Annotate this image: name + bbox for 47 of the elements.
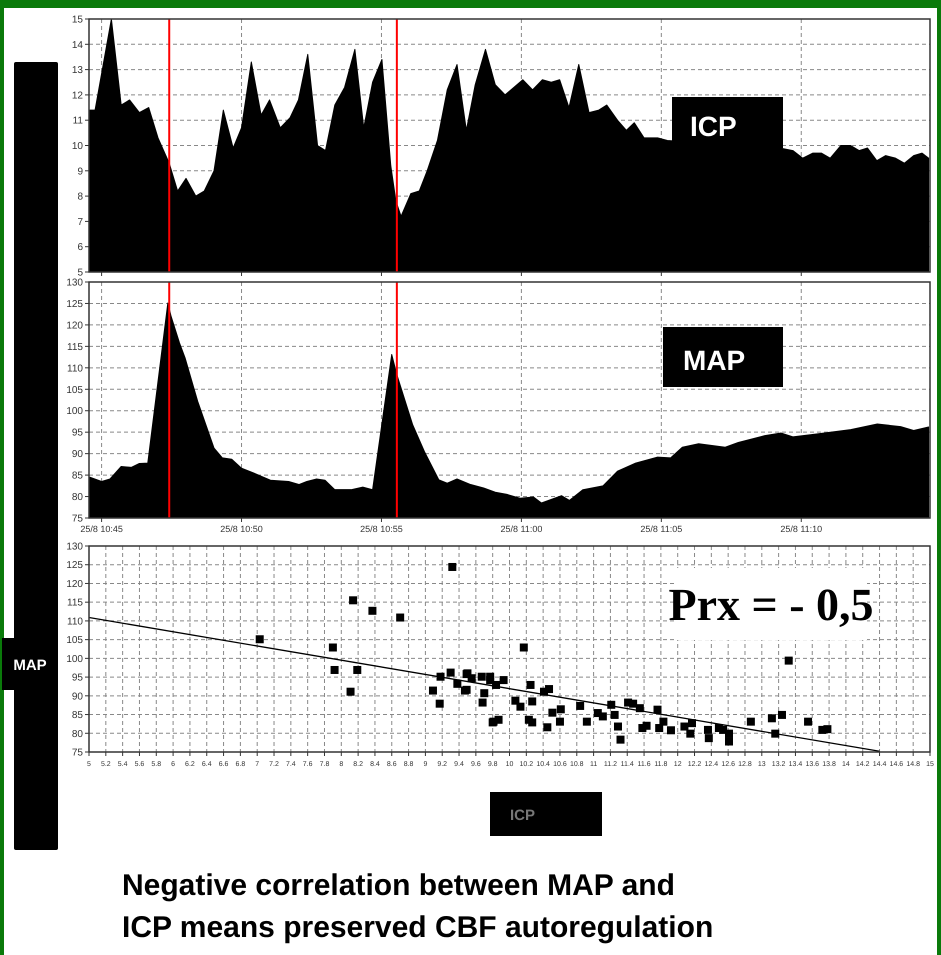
y-tick-label: 8	[77, 192, 84, 203]
y-tick-label: 12	[72, 90, 84, 102]
y-tick-label: 115	[67, 598, 84, 609]
y-tick-label: 130	[66, 542, 84, 552]
x-tick-label: 25/8 10:50	[220, 524, 263, 534]
x-tick-label: 25/8 11:10	[780, 524, 822, 534]
y-tick-label: 105	[66, 635, 84, 646]
x-tick-label: 25/8 11:00	[500, 524, 542, 534]
y-tick-label: 105	[66, 384, 84, 396]
x-tick-label: 25/8 10:45	[80, 524, 123, 534]
y-tick-label: 75	[72, 748, 84, 758]
y-tick-label: 100	[66, 406, 84, 418]
y-tick-label: 5	[77, 268, 84, 278]
x-tick-label: 25/8 10:55	[360, 524, 403, 534]
y-tick-label: 85	[72, 470, 84, 482]
y-tick-label: 10	[72, 141, 84, 152]
x-axis-title: ICP	[510, 807, 536, 824]
y-tick-label: 110	[67, 616, 84, 628]
y-tick-label: 95	[72, 672, 84, 684]
y-tick-label: 110	[67, 363, 84, 374]
y-axis-title: MAP	[13, 657, 47, 674]
annotation: ICP	[690, 111, 737, 142]
x-tick-label: 25/8 11:05	[640, 524, 682, 534]
y-tick-label: 13	[72, 65, 84, 76]
y-tick-label: 125	[66, 560, 84, 572]
y-tick-label: 100	[66, 654, 84, 665]
y-tick-label: 80	[72, 492, 84, 504]
y-tick-label: 115	[67, 342, 84, 353]
y-tick-label: 14	[72, 40, 84, 51]
y-tick-label: 85	[72, 710, 84, 722]
text: Negative correlation between MAP and ICP means preserved CBF autoregulation	[122, 869, 714, 944]
y-tick-label: 7	[77, 216, 84, 228]
y-tick-label: 130	[66, 278, 84, 288]
y-tick-label: 80	[72, 728, 84, 740]
annotation: MAP	[683, 345, 746, 376]
y-tick-label: 9	[77, 166, 84, 178]
y-tick-label: 120	[66, 320, 84, 332]
y-tick-label: 15	[72, 14, 84, 26]
y-tick-label: 6	[77, 242, 84, 254]
y-tick-label: 75	[72, 514, 84, 524]
y-tick-label: 120	[66, 578, 84, 590]
y-tick-label: 90	[72, 449, 84, 460]
y-tick-label: 11	[72, 116, 84, 127]
y-tick-label: 90	[72, 691, 84, 702]
y-tick-label: 125	[66, 298, 84, 310]
annotation: Prx = - 0,5	[668, 579, 874, 630]
y-tick-label: 95	[72, 428, 84, 439]
